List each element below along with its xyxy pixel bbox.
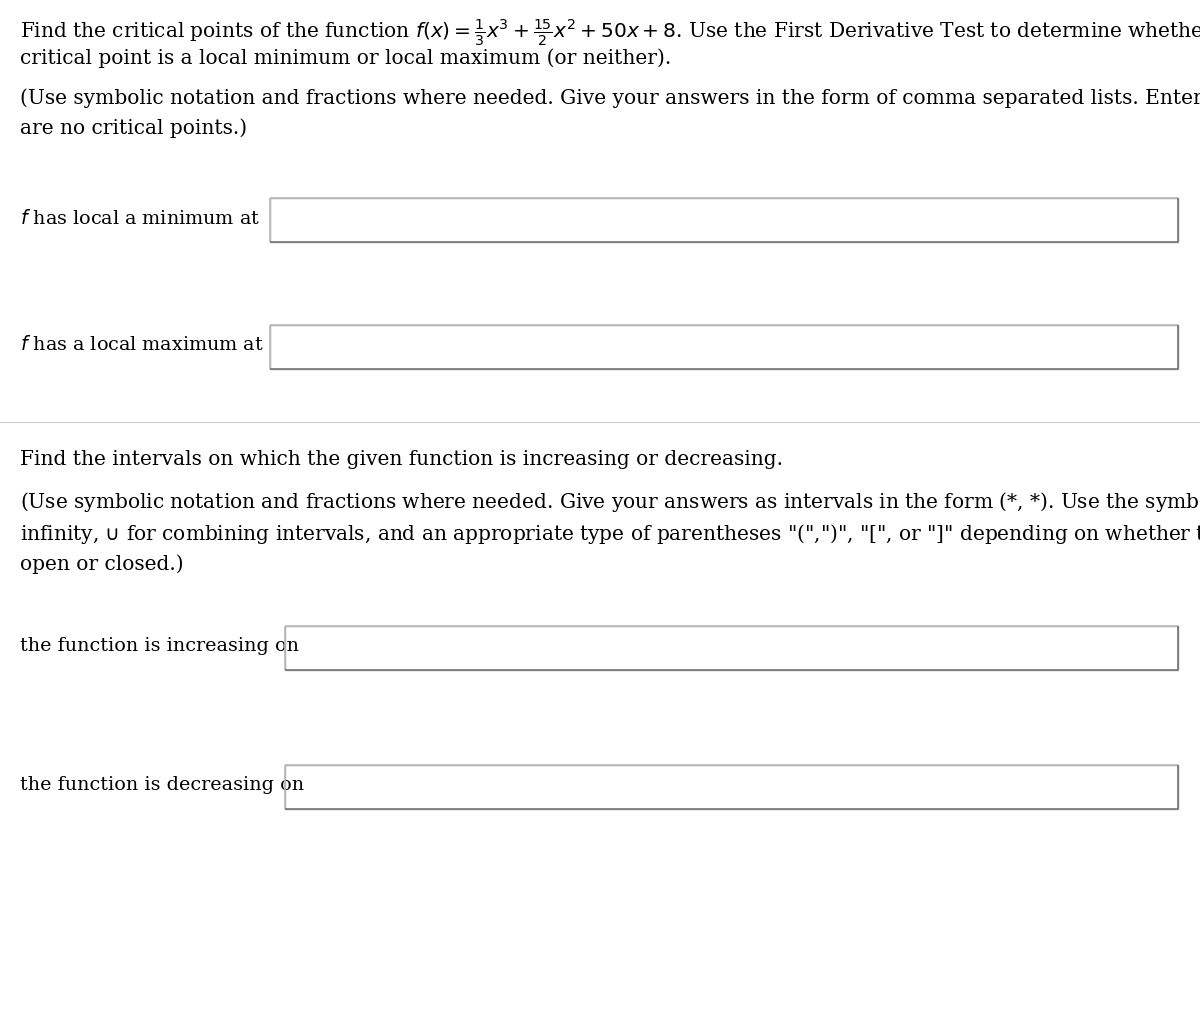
FancyBboxPatch shape bbox=[270, 198, 1178, 241]
Text: $f$ has local a minimum at: $f$ has local a minimum at bbox=[20, 208, 260, 227]
Text: critical point is a local minimum or local maximum (or neither).: critical point is a local minimum or loc… bbox=[20, 49, 671, 68]
Text: Find the critical points of the function $f(x) = \frac{1}{3}x^3 + \frac{15}{2}x^: Find the critical points of the function… bbox=[20, 18, 1200, 49]
Text: (Use symbolic notation and fractions where needed. Give your answers in the form: (Use symbolic notation and fractions whe… bbox=[20, 88, 1200, 107]
Text: the function is decreasing on: the function is decreasing on bbox=[20, 776, 304, 794]
Text: open or closed.): open or closed.) bbox=[20, 554, 184, 574]
Text: infinity, $\cup$ for combining intervals, and an appropriate type of parentheses: infinity, $\cup$ for combining intervals… bbox=[20, 522, 1200, 546]
FancyBboxPatch shape bbox=[286, 626, 1178, 670]
FancyBboxPatch shape bbox=[270, 325, 1178, 369]
FancyBboxPatch shape bbox=[286, 765, 1178, 809]
Text: the function is increasing on: the function is increasing on bbox=[20, 637, 299, 655]
Text: (Use symbolic notation and fractions where needed. Give your answers as interval: (Use symbolic notation and fractions whe… bbox=[20, 490, 1200, 514]
Text: are no critical points.): are no critical points.) bbox=[20, 118, 247, 137]
Text: $f$ has a local maximum at: $f$ has a local maximum at bbox=[20, 335, 264, 355]
Text: Find the intervals on which the given function is increasing or decreasing.: Find the intervals on which the given fu… bbox=[20, 450, 784, 469]
